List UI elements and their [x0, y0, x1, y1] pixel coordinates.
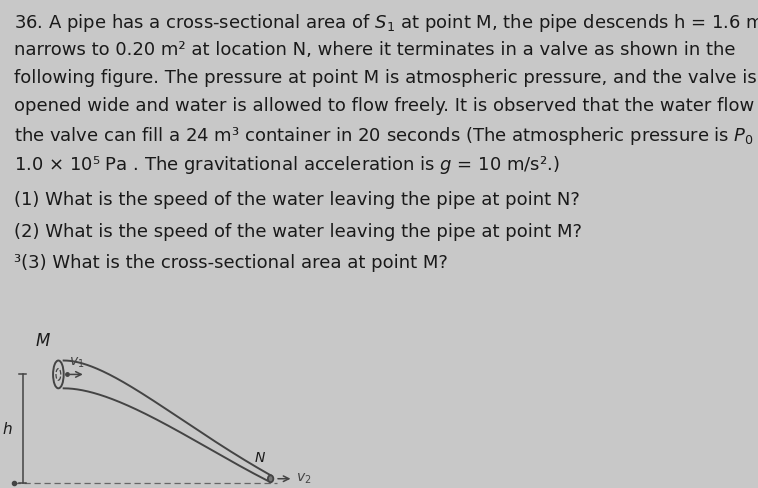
- Text: opened wide and water is allowed to flow freely. It is observed that the water f: opened wide and water is allowed to flow…: [14, 97, 758, 115]
- Text: 36. A pipe has a cross-sectional area of $S_1$ at point M, the pipe descends h =: 36. A pipe has a cross-sectional area of…: [14, 12, 758, 34]
- Text: $N$: $N$: [254, 451, 266, 465]
- Text: 1.0 × 10⁵ Pa . The gravitational acceleration is $g$ = 10 m/s².): 1.0 × 10⁵ Pa . The gravitational acceler…: [14, 154, 559, 176]
- Text: $v_1$: $v_1$: [69, 356, 84, 370]
- Ellipse shape: [268, 475, 274, 482]
- Text: $M$: $M$: [36, 332, 51, 350]
- Text: ³(3) What is the cross-sectional area at point M?: ³(3) What is the cross-sectional area at…: [14, 254, 447, 272]
- Text: narrows to 0.20 m² at location N, where it terminates in a valve as shown in the: narrows to 0.20 m² at location N, where …: [14, 41, 735, 59]
- Text: the valve can fill a 24 m³ container in 20 seconds (The atmospheric pressure is : the valve can fill a 24 m³ container in …: [14, 125, 758, 147]
- Text: following figure. The pressure at point M is atmospheric pressure, and the valve: following figure. The pressure at point …: [14, 69, 756, 87]
- Text: $h$: $h$: [2, 421, 13, 437]
- Text: (1) What is the speed of the water leaving the pipe at point N?: (1) What is the speed of the water leavi…: [14, 191, 580, 209]
- Text: $v_2$: $v_2$: [296, 471, 312, 486]
- Text: (2) What is the speed of the water leaving the pipe at point M?: (2) What is the speed of the water leavi…: [14, 223, 581, 241]
